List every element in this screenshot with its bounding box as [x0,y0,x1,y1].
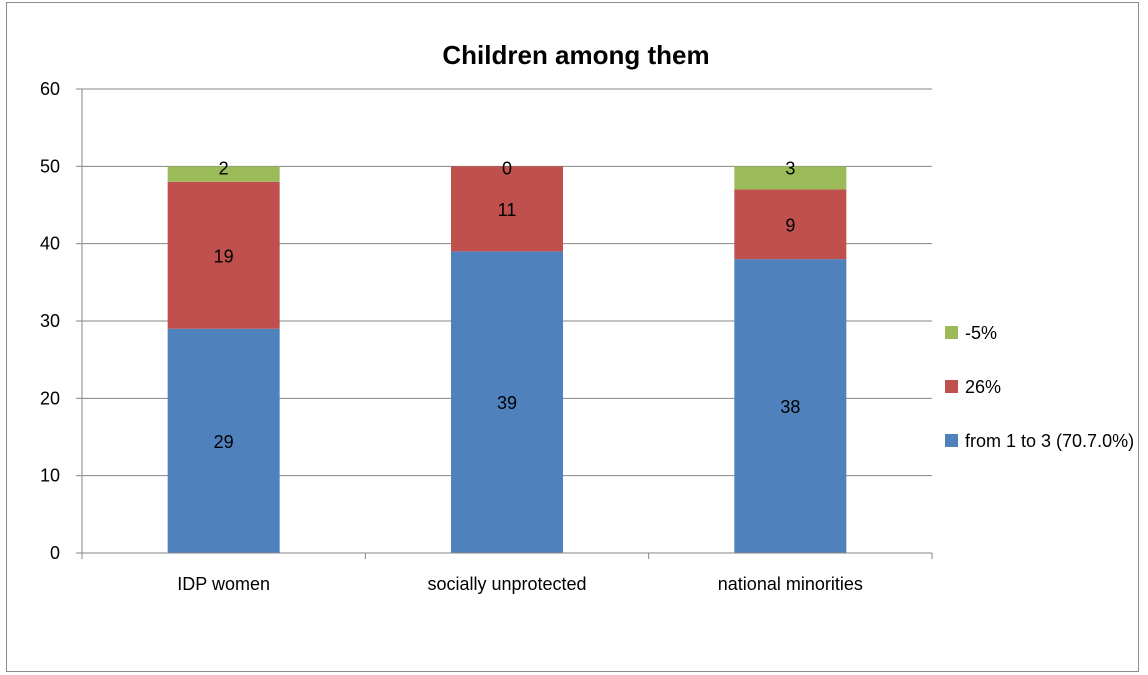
bar-segment [167,328,280,553]
y-tick-label: 30 [40,311,60,331]
bar-segment [734,259,847,553]
legend-swatch [945,380,958,393]
bars [167,166,847,553]
y-tick-label: 20 [40,388,60,408]
legend: -5% 26% from 1 to 3 (70.7.0%) [945,323,1134,451]
chart-title: Children among them [442,40,709,70]
x-tick-label: national minorities [718,574,863,594]
data-label: 2 [219,158,229,178]
data-label: 0 [502,158,512,178]
data-label: 29 [214,432,234,452]
bar-segment [734,166,847,190]
bar-segment [167,166,280,182]
y-tick-label: 40 [40,234,60,254]
x-tick-label: IDP women [177,574,270,594]
data-label: 11 [498,200,517,220]
bar-segment [167,181,280,329]
data-label: 19 [214,246,234,266]
data-labels: 29 19 2 39 11 0 38 9 3 [214,158,801,452]
y-tick-label: 0 [50,543,60,563]
legend-swatch [945,326,958,339]
y-tick-label: 50 [40,156,60,176]
y-tick-label: 60 [40,79,60,99]
x-tick-label: socially unprotected [427,574,586,594]
chart-frame: Children among them 29 19 2 39 11 0 38 9 3 0 10 20… [6,2,1139,672]
legend-label: -5% [965,323,997,343]
legend-swatch [945,434,958,447]
data-label: 3 [785,158,795,178]
legend-label: 26% [965,377,1001,397]
data-label: 39 [497,393,517,413]
y-tick-label: 10 [40,466,60,486]
chart-canvas: Children among them 29 19 2 39 11 0 38 9 3 0 10 20… [40,40,1134,594]
bar-segment [734,189,847,260]
data-label: 9 [785,215,795,235]
bar-segment [451,166,563,252]
data-label: 38 [780,397,800,417]
legend-label: from 1 to 3 (70.7.0%) [965,431,1134,451]
bar-segment [451,251,563,553]
